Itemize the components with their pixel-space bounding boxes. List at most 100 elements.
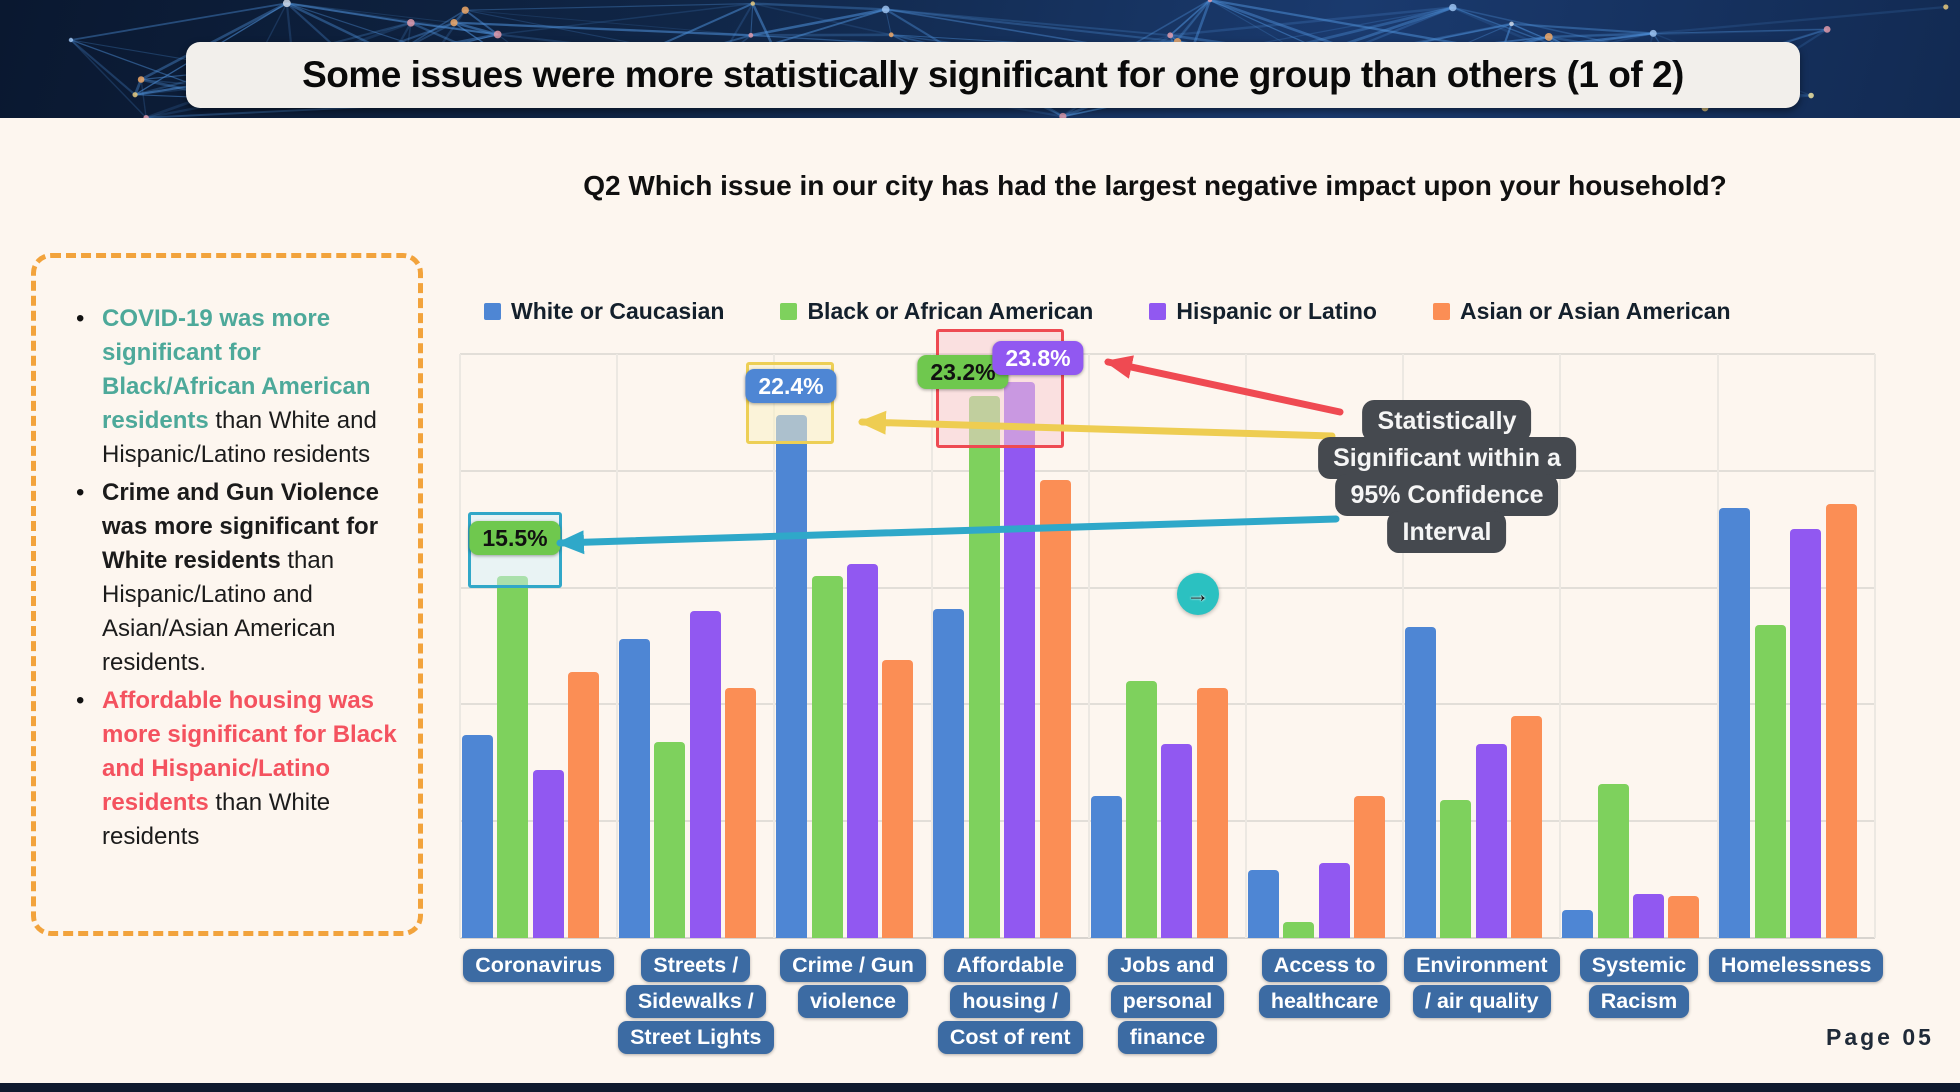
bar-hispanic-or-latino-jobs-and-personal-finance xyxy=(1161,744,1193,938)
gridline-v-0 xyxy=(459,354,461,938)
bar-white-or-caucasian-systemic-racism xyxy=(1562,909,1594,938)
gridline-v-5 xyxy=(1245,354,1247,938)
category-label-line: personal xyxy=(1110,985,1225,1018)
slide-title-container: Some issues were more statistically sign… xyxy=(186,42,1800,108)
legend-item-white-or-caucasian: White or Caucasian xyxy=(484,298,724,325)
legend-label: Black or African American xyxy=(807,298,1094,324)
bullet-text-segment: than White residents xyxy=(102,789,331,850)
bar-white-or-caucasian-streets-sidewalks-street-lights xyxy=(618,638,650,938)
bar-asian-or-asian-american-coronavirus xyxy=(567,671,599,938)
category-label-systemic-racism: Systemic Racism xyxy=(1544,946,1734,1018)
category-label-jobs-and-personal-finance: Jobs and personal finance xyxy=(1072,946,1262,1054)
arrow-right-icon: → xyxy=(1186,580,1210,607)
bar-black-or-african-american-affordable-housing-cost-of-rent xyxy=(968,396,1000,938)
insight-bullet-2: Crime and Gun Violence was more signific… xyxy=(72,476,400,680)
bar-asian-or-asian-american-crime-gun-violence xyxy=(882,660,914,938)
legend-item-asian-or-asian-american: Asian or Asian American xyxy=(1432,298,1731,325)
legend-swatch-icon xyxy=(780,303,798,320)
bar-hispanic-or-latino-streets-sidewalks-street-lights xyxy=(689,610,721,938)
gridline-h-15 xyxy=(460,586,1875,589)
gridline-h-10 xyxy=(460,703,1875,706)
bar-hispanic-or-latino-environment-air-quality xyxy=(1475,744,1507,938)
bar-black-or-african-american-jobs-and-personal-finance xyxy=(1125,681,1157,938)
legend-label: Hispanic or Latino xyxy=(1176,298,1377,324)
gridline-v-3 xyxy=(930,354,933,938)
legend-swatch-icon xyxy=(1432,303,1450,320)
bar-hispanic-or-latino-systemic-racism xyxy=(1632,893,1664,938)
callout-line: Interval xyxy=(1387,511,1507,553)
gridline-v-4 xyxy=(1087,354,1090,938)
bar-hispanic-or-latino-homelessness xyxy=(1790,529,1822,938)
bar-black-or-african-american-streets-sidewalks-street-lights xyxy=(654,741,686,938)
bar-asian-or-asian-american-homelessness xyxy=(1825,503,1857,938)
bar-hispanic-or-latino-coronavirus xyxy=(532,769,564,938)
insights-bullet-list: COVID-19 was more significant for Black/… xyxy=(72,302,400,854)
gridline-h-25 xyxy=(460,353,1875,355)
gridline-v-1 xyxy=(616,354,619,938)
callout-line: 95% Confidence xyxy=(1335,474,1559,516)
insight-bullet-1: COVID-19 was more significant for Black/… xyxy=(72,302,400,472)
insight-bullet-3: Affordable housing was more significant … xyxy=(72,684,400,854)
legend-item-hispanic-or-latino: Hispanic or Latino xyxy=(1149,298,1377,325)
value-label-15-5pct: 15.5% xyxy=(469,521,561,555)
legend-item-black-or-african-american: Black or African American xyxy=(780,298,1093,325)
bar-white-or-caucasian-access-to-healthcare xyxy=(1247,870,1279,938)
category-label-affordable-housing-cost-of-rent: Affordable housing / Cost of rent xyxy=(915,946,1105,1054)
bullet-text-segment: Crime and Gun Violence was more signific… xyxy=(102,479,379,574)
bar-asian-or-asian-american-streets-sidewalks-street-lights xyxy=(725,688,757,938)
bar-black-or-african-american-access-to-healthcare xyxy=(1283,921,1315,938)
category-label-access-to-healthcare: Access to healthcare xyxy=(1230,946,1420,1018)
category-label-line: Cost of rent xyxy=(937,1021,1083,1054)
gridline-v-9 xyxy=(1873,354,1876,938)
header-banner: Some issues were more statistically sign… xyxy=(0,0,1960,118)
bar-white-or-caucasian-jobs-and-personal-finance xyxy=(1090,795,1122,938)
bullet-text-segment: Affordable housing was more significant … xyxy=(102,687,397,816)
category-label-line: / air quality xyxy=(1413,985,1551,1018)
chart-question: Q2 Which issue in our city has had the l… xyxy=(583,170,1727,201)
bar-hispanic-or-latino-access-to-healthcare xyxy=(1318,863,1350,938)
bar-asian-or-asian-american-affordable-housing-cost-of-rent xyxy=(1039,480,1071,938)
category-label-line: Affordable xyxy=(944,949,1076,982)
gridline-v-6 xyxy=(1402,354,1405,938)
category-label-line: Crime / Gun xyxy=(780,949,926,982)
legend-swatch-icon xyxy=(484,303,501,320)
page-number: Page 05 xyxy=(1826,1024,1934,1050)
category-label-line: Coronavirus xyxy=(463,949,614,982)
category-label-streets-sidewalks-street-lights: Streets / Sidewalks / Street Lights xyxy=(601,946,791,1054)
category-label-line: Environment xyxy=(1404,949,1560,982)
legend: White or Caucasian Black or African Ameri… xyxy=(484,298,1731,325)
insights-panel: COVID-19 was more significant for Black/… xyxy=(31,253,423,936)
bar-hispanic-or-latino-affordable-housing-cost-of-rent xyxy=(1004,382,1036,938)
bar-black-or-african-american-crime-gun-violence xyxy=(811,575,843,938)
bar-white-or-caucasian-homelessness xyxy=(1719,508,1751,938)
gridline-h-20 xyxy=(460,469,1875,472)
bar-asian-or-asian-american-systemic-racism xyxy=(1668,895,1700,938)
legend-label: Asian or Asian American xyxy=(1459,298,1731,324)
bar-white-or-caucasian-environment-air-quality xyxy=(1404,627,1436,938)
category-label-coronavirus: Coronavirus xyxy=(444,946,634,982)
category-label-line: Racism xyxy=(1588,985,1690,1018)
bar-black-or-african-american-systemic-racism xyxy=(1597,783,1629,938)
bar-white-or-caucasian-crime-gun-violence xyxy=(776,414,808,938)
bar-black-or-african-american-homelessness xyxy=(1754,624,1786,938)
gridline-v-8 xyxy=(1716,354,1719,938)
category-label-line: housing / xyxy=(950,985,1070,1018)
bar-asian-or-asian-american-access-to-healthcare xyxy=(1353,795,1385,938)
category-label-line: Homelessness xyxy=(1708,949,1884,982)
bar-hispanic-or-latino-crime-gun-violence xyxy=(846,564,878,938)
category-label-line: violence xyxy=(797,985,909,1018)
category-label-line: Sidewalks / xyxy=(625,985,766,1018)
value-label-22-4pct: 22.4% xyxy=(745,369,837,403)
category-label-environment-air-quality: Environment / air quality xyxy=(1387,946,1577,1018)
gridline-v-7 xyxy=(1559,354,1562,938)
bottom-edge xyxy=(0,1083,1960,1092)
category-label-line: Access to xyxy=(1261,949,1388,982)
gridline-h-0 xyxy=(460,937,1875,939)
category-label-line: Streets / xyxy=(641,949,751,982)
bar-asian-or-asian-american-jobs-and-personal-finance xyxy=(1196,688,1228,938)
gridline-v-2 xyxy=(773,354,776,938)
callout-line: Significant within a xyxy=(1318,437,1576,479)
bullet-text-segment: than Hispanic/Latino and Asian/Asian Ame… xyxy=(102,547,336,676)
